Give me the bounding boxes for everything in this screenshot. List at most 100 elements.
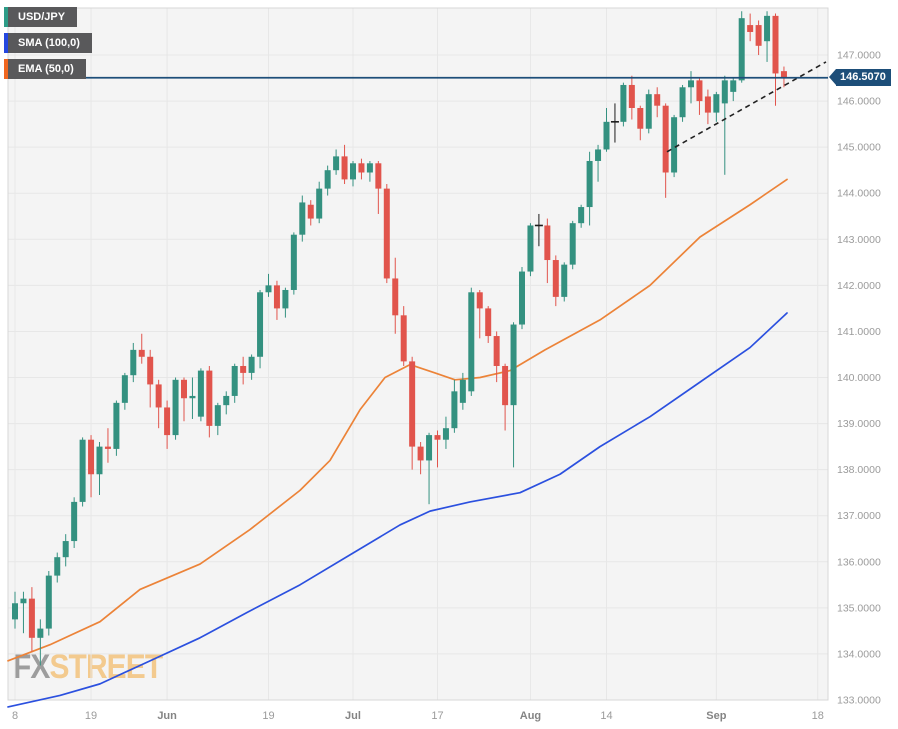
candle <box>610 103 619 143</box>
candle <box>383 184 390 284</box>
candle-body <box>206 370 213 426</box>
candle <box>645 89 652 134</box>
candle-body <box>442 428 449 440</box>
candle <box>654 87 661 118</box>
candle <box>71 497 78 548</box>
candle-body <box>28 598 35 638</box>
candle-body <box>688 80 694 88</box>
candle <box>476 289 483 339</box>
candle <box>595 144 602 182</box>
candle-body <box>164 407 171 436</box>
candle-body <box>290 234 297 290</box>
candle-body <box>747 25 754 32</box>
candle <box>552 255 559 307</box>
candle <box>121 372 128 410</box>
price-axis-label: 134.0000 <box>837 648 881 660</box>
date-axis-label: 14 <box>600 710 612 722</box>
ema-color-stripe <box>4 59 8 79</box>
candle-body <box>721 80 728 104</box>
candle <box>231 363 238 403</box>
price-axis-label: 133.0000 <box>837 695 881 707</box>
candle <box>88 435 95 498</box>
candle-body <box>772 15 779 74</box>
candle-body <box>654 94 661 106</box>
plot-border <box>7 7 829 701</box>
candle <box>138 333 145 364</box>
candle-body <box>671 117 678 173</box>
candle <box>671 114 678 178</box>
candle <box>366 160 373 182</box>
candle <box>324 165 331 196</box>
price-axis-label: 141.0000 <box>837 326 881 338</box>
candle <box>265 273 272 297</box>
symbol-color-stripe <box>4 7 8 27</box>
candle-body <box>240 365 247 373</box>
candle-body <box>730 80 737 92</box>
candle <box>493 331 500 383</box>
candle <box>578 204 585 228</box>
candle <box>181 377 187 422</box>
candle <box>197 368 204 422</box>
ema-label: EMA (50,0) <box>18 63 74 75</box>
candle <box>772 13 779 106</box>
candle-body <box>476 292 483 309</box>
candle-body <box>189 395 196 399</box>
legend-ema-badge: EMA (50,0) <box>4 59 86 79</box>
candle <box>704 89 711 125</box>
candle-body <box>104 446 111 449</box>
candle-body <box>417 446 424 461</box>
candle-body <box>459 379 466 403</box>
candle-body <box>197 370 204 417</box>
price-axis-label: 139.0000 <box>837 418 881 430</box>
grid-layer <box>8 8 828 701</box>
candle <box>37 619 44 666</box>
sma100-line <box>7 312 788 708</box>
candle <box>206 365 213 438</box>
candle <box>316 181 323 224</box>
candle-body <box>96 446 103 475</box>
candle <box>79 437 86 507</box>
candle <box>764 11 771 62</box>
candle <box>569 220 576 270</box>
candle <box>502 363 509 431</box>
candle-body <box>755 25 762 46</box>
candle-body <box>316 188 323 219</box>
candle <box>426 432 433 505</box>
candle-body <box>645 94 652 129</box>
price-axis-label: 147.0000 <box>837 50 881 62</box>
candle <box>662 103 669 198</box>
candle <box>400 306 407 366</box>
candle <box>282 287 289 318</box>
price-axis-label: 135.0000 <box>837 602 881 614</box>
candle <box>519 266 525 330</box>
current-price-axis-badge: 146.5070 <box>829 69 891 87</box>
candle-body <box>451 391 458 429</box>
candle <box>561 262 568 302</box>
candle <box>214 402 221 436</box>
candle-body <box>679 87 686 118</box>
candle <box>307 200 314 226</box>
candle <box>544 218 551 284</box>
candle <box>12 591 18 629</box>
candle <box>628 75 635 120</box>
candle-body <box>307 204 314 219</box>
candle-body <box>696 80 703 102</box>
candle-body <box>704 96 711 113</box>
candle <box>409 356 416 470</box>
candle <box>375 160 382 214</box>
price-axis-label: 136.0000 <box>837 556 881 568</box>
candle-body <box>121 375 128 403</box>
price-axis-label: 145.0000 <box>837 142 881 154</box>
candle-body <box>155 384 162 408</box>
price-axis-label: 138.0000 <box>837 464 881 476</box>
candle-body <box>273 285 280 309</box>
candle-body <box>265 285 272 293</box>
candle-body <box>282 289 289 309</box>
candle <box>451 379 458 433</box>
candle-body <box>637 108 644 129</box>
sma-color-stripe <box>4 33 8 53</box>
date-axis-label: 19 <box>262 710 274 722</box>
symbol-label: USD/JPY <box>18 11 66 23</box>
candle-body <box>434 435 441 440</box>
